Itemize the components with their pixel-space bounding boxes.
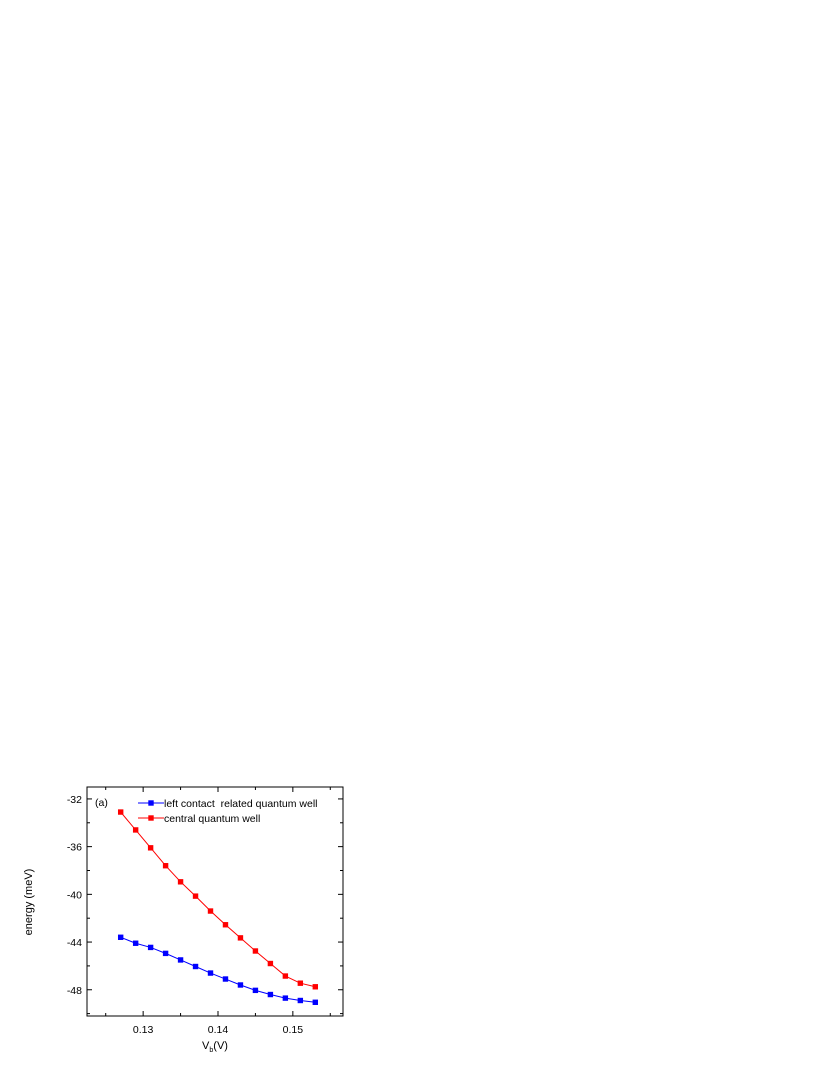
axis-ticks bbox=[87, 787, 343, 1016]
data-point bbox=[312, 999, 319, 1005]
series-2 bbox=[117, 809, 319, 990]
panel-label: (a) bbox=[95, 797, 108, 809]
x-tick-label: 0.14 bbox=[208, 1024, 229, 1036]
data-point bbox=[192, 893, 199, 899]
x-tick-label: 0.15 bbox=[283, 1024, 304, 1036]
data-point bbox=[267, 960, 274, 967]
data-point bbox=[177, 957, 184, 963]
legend-label: central quantum well bbox=[164, 813, 260, 825]
data-point bbox=[282, 995, 289, 1001]
tick-labels: 0.13 0.14 0.15 -32 -36 -40 -44 -48 bbox=[67, 794, 303, 1036]
legend-entry-1: left contact related quantum well bbox=[138, 798, 318, 810]
data-point bbox=[192, 963, 199, 970]
data-point bbox=[297, 997, 304, 1004]
y-tick-label: -32 bbox=[67, 794, 82, 806]
data-point bbox=[237, 935, 244, 941]
data-point bbox=[252, 948, 259, 954]
data-point bbox=[207, 908, 214, 914]
x-tick-label: 0.13 bbox=[133, 1024, 154, 1036]
y-tick-label: -40 bbox=[67, 889, 82, 901]
y-tick-label: -48 bbox=[67, 985, 82, 997]
data-point bbox=[267, 991, 274, 998]
data-point bbox=[147, 944, 154, 951]
series-line bbox=[120, 811, 316, 988]
data-point bbox=[117, 809, 124, 815]
data-point bbox=[162, 863, 169, 869]
data-point bbox=[297, 980, 304, 986]
data-point bbox=[162, 950, 169, 957]
y-tick-label: -36 bbox=[67, 842, 82, 854]
data-point bbox=[237, 982, 244, 988]
legend: left contact related quantum well central… bbox=[138, 798, 318, 825]
y-tick-label: -44 bbox=[67, 937, 82, 949]
legend-marker bbox=[148, 800, 154, 806]
x-axis-label: Vb(V) bbox=[202, 1040, 228, 1054]
y-axis-label: energy (meV) bbox=[23, 869, 35, 936]
data-point bbox=[282, 973, 289, 979]
legend-entry-2: central quantum well bbox=[138, 813, 260, 825]
series-1 bbox=[117, 934, 319, 1005]
data-point bbox=[147, 845, 154, 851]
data-point bbox=[207, 970, 214, 976]
data-point bbox=[222, 922, 229, 928]
data-point bbox=[222, 976, 229, 982]
data-point bbox=[252, 987, 259, 994]
data-point bbox=[177, 879, 184, 885]
data-point bbox=[117, 934, 124, 940]
data-point bbox=[132, 940, 139, 946]
legend-marker bbox=[148, 815, 154, 821]
data-point bbox=[312, 984, 319, 990]
x-axis-label-tail: (V) bbox=[213, 1040, 228, 1052]
legend-label: left contact related quantum well bbox=[164, 798, 318, 810]
plot-frame bbox=[86, 786, 344, 1017]
series-layer bbox=[117, 809, 319, 1005]
x-axis-label-sub: b bbox=[209, 1047, 213, 1054]
x-axis-label-main: V bbox=[202, 1040, 210, 1052]
data-point bbox=[132, 827, 139, 833]
